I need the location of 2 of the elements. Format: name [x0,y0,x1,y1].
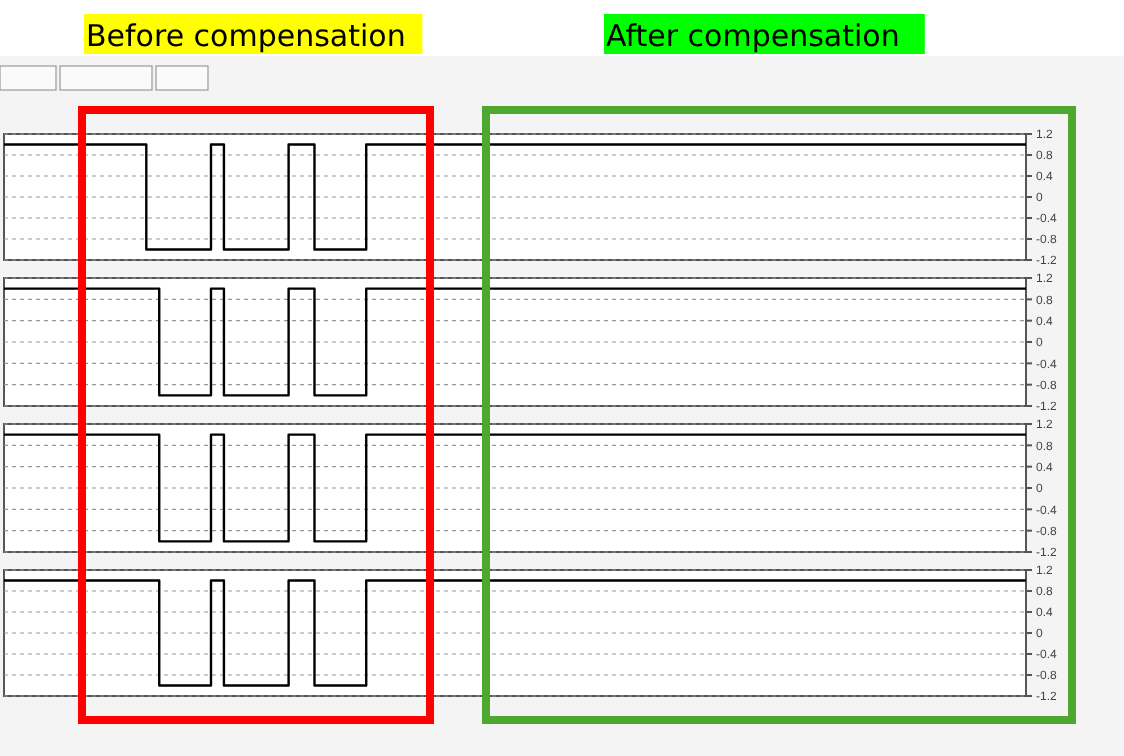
text: After compensation [606,18,900,54]
text: Before compensation [86,18,406,54]
